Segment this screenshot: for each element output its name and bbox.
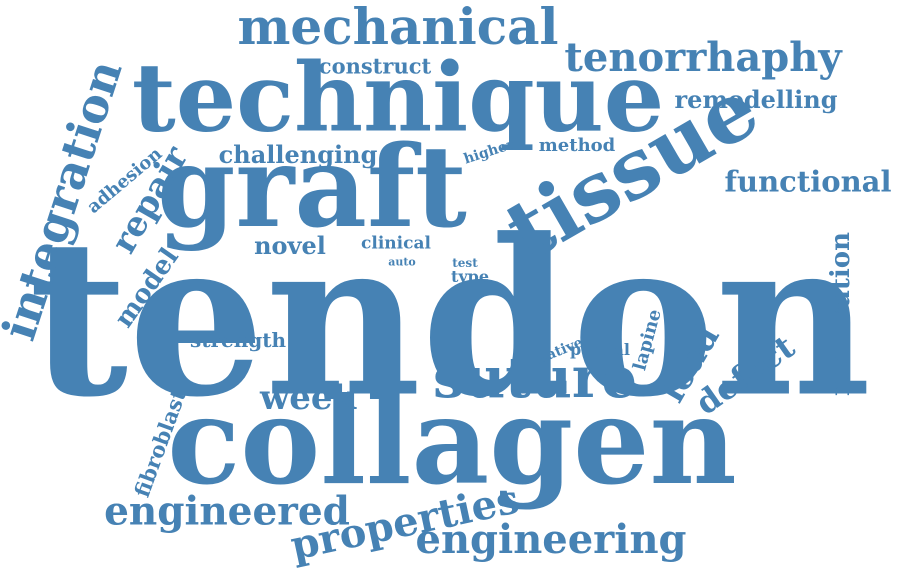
word-functional: functional bbox=[724, 164, 892, 199]
word-novel: novel bbox=[254, 231, 326, 260]
word-technique: technique bbox=[131, 42, 665, 154]
word-clinical: clinical bbox=[361, 233, 431, 254]
word-week: week bbox=[259, 378, 357, 418]
word-test: test bbox=[452, 256, 478, 270]
word-graft: graft bbox=[157, 122, 467, 253]
word-method: method bbox=[538, 135, 616, 156]
word-tenorrhaphy: tenorrhaphy bbox=[564, 34, 842, 81]
word-challenging: challenging bbox=[218, 140, 378, 169]
word-remodelling: remodelling bbox=[674, 85, 838, 114]
word-engineered: engineered bbox=[104, 488, 350, 535]
word-engineering: engineering bbox=[415, 516, 687, 563]
word-mechanical: mechanical bbox=[237, 0, 559, 56]
word-strength: strength bbox=[189, 328, 287, 352]
word-maturation: maturation bbox=[826, 232, 856, 396]
word-auto: auto bbox=[388, 255, 416, 269]
word-suture: suture bbox=[433, 345, 637, 411]
word-tendon: tendon bbox=[28, 191, 872, 445]
word-partial: partial bbox=[570, 340, 630, 359]
word-type: type bbox=[450, 267, 490, 286]
word-construct: construct bbox=[318, 53, 432, 79]
word-collagen: collagen bbox=[167, 371, 737, 512]
